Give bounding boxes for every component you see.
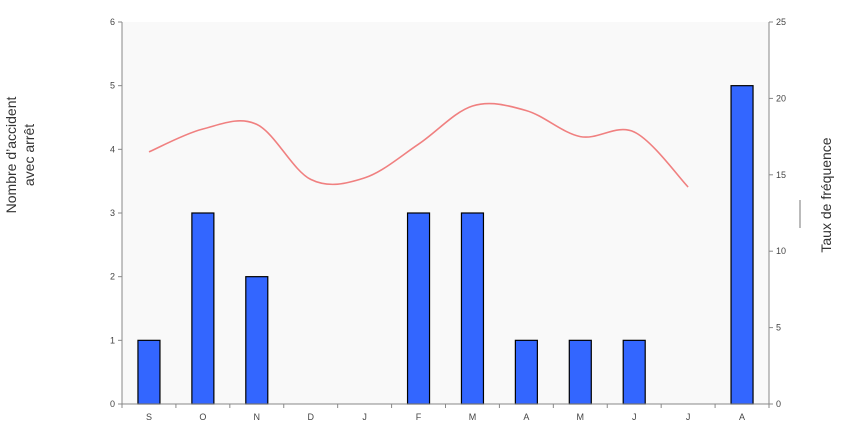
y-right-tick-label: 0 <box>776 399 781 409</box>
x-tick-label: A <box>523 412 529 422</box>
axes <box>118 21 773 408</box>
y-right-tick-label: 15 <box>776 170 786 180</box>
x-tick-label: F <box>416 412 422 422</box>
x-tick-label: O <box>199 412 206 422</box>
x-tick-label: M <box>577 412 585 422</box>
bar <box>622 339 646 405</box>
x-tick-label: M <box>469 412 477 422</box>
bar <box>406 212 431 405</box>
bar <box>730 85 754 405</box>
y-axis-left-title-line-1: Nombre d’accident <box>3 97 19 214</box>
bar <box>460 212 485 405</box>
y-right-tick-label: 5 <box>776 323 781 333</box>
frequency-line <box>148 102 689 188</box>
y-left-tick-label: 2 <box>110 272 115 282</box>
x-tick-label: A <box>739 412 745 422</box>
x-tick-label: N <box>254 412 261 422</box>
y-left-tick-label: 0 <box>110 399 115 409</box>
x-tick-label: J <box>686 412 691 422</box>
y-left-tick-label: 4 <box>110 144 115 154</box>
y-axis-right-title: Taux de fréquence <box>818 137 834 252</box>
plot-background <box>122 22 769 404</box>
tick-labels: 0 1 2 3 4 5 6 0 5 10 15 20 25 S O N D J F M A M J J A <box>110 17 786 422</box>
x-tick-label: J <box>632 412 637 422</box>
y-left-tick-label: 6 <box>110 17 115 27</box>
x-tick-label: D <box>307 412 314 422</box>
y-right-tick-label: 25 <box>776 17 786 27</box>
bar <box>568 339 592 405</box>
bar <box>514 339 538 405</box>
x-tick-label: S <box>146 412 152 422</box>
bar <box>137 339 161 405</box>
x-tick-label: J <box>362 412 367 422</box>
y-left-tick-label: 5 <box>110 81 115 91</box>
y-axis-left-title-line-2: avec arrêt <box>21 124 37 186</box>
y-right-tick-label: 10 <box>776 246 786 256</box>
bar <box>191 212 215 405</box>
bar <box>245 276 269 405</box>
y-left-tick-label: 3 <box>110 208 115 218</box>
bar-series <box>137 85 754 405</box>
y-right-tick-label: 20 <box>776 93 786 103</box>
y-left-tick-label: 1 <box>110 335 115 345</box>
